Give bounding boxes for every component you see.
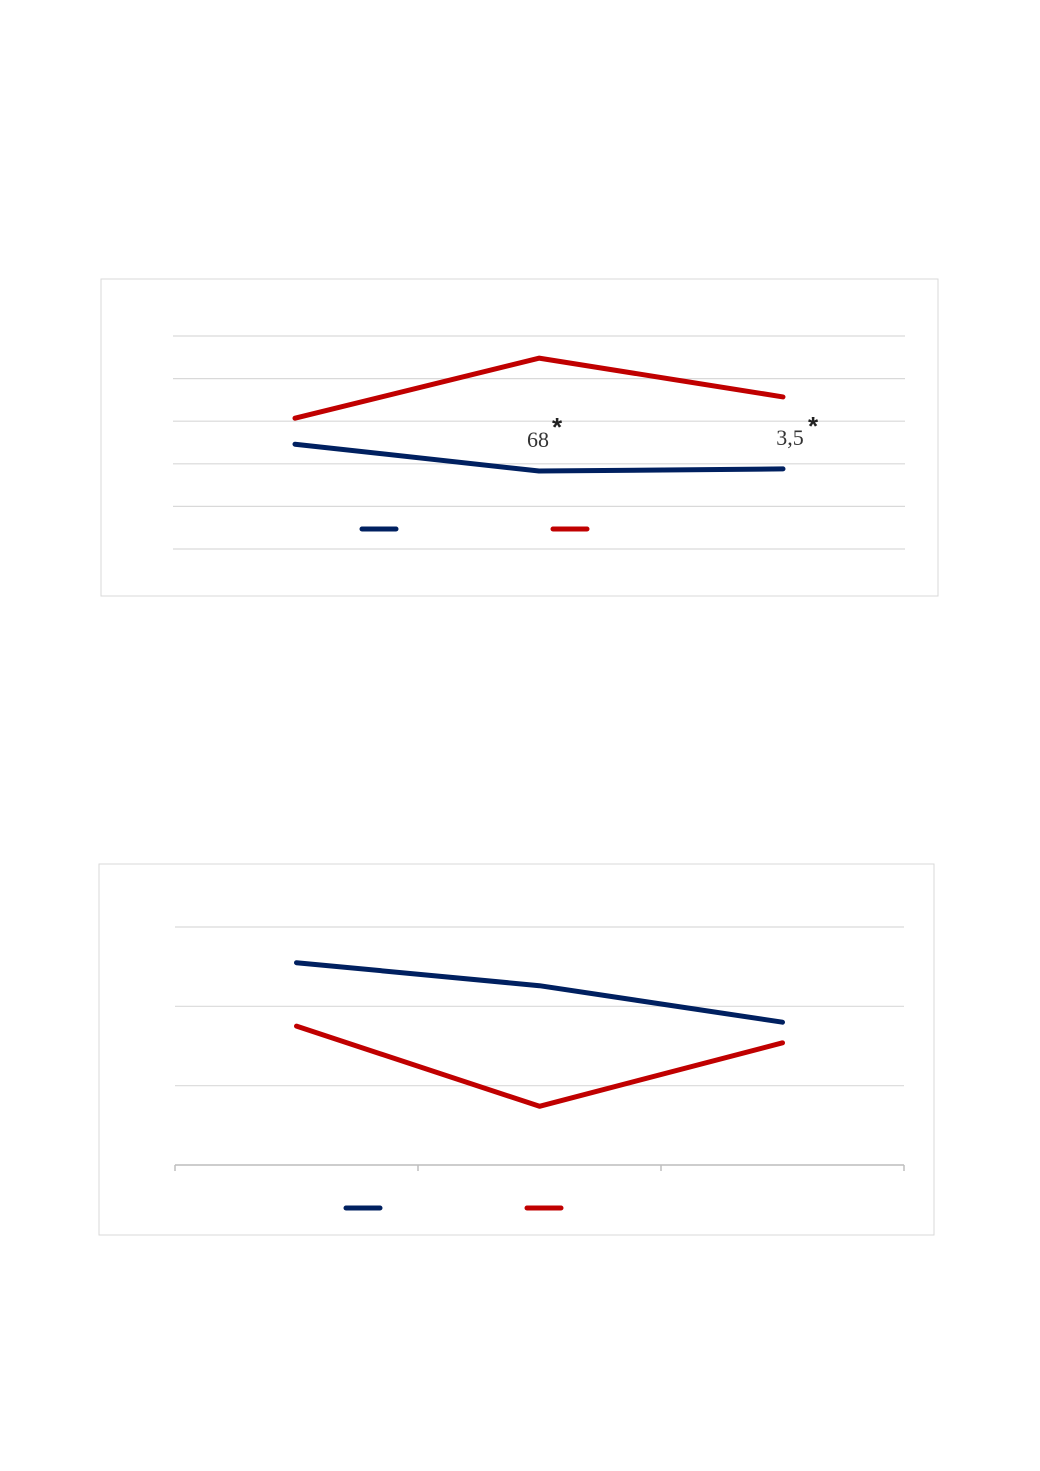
series-line — [294, 1023, 785, 1109]
series-line — [292, 441, 786, 474]
annotation: 3,5 — [776, 425, 804, 450]
series-line — [294, 960, 785, 1025]
chart-frame — [98, 863, 935, 1236]
series-line — [292, 355, 786, 421]
chart-frame — [100, 278, 939, 597]
annotation: 68 — [527, 427, 549, 452]
annotation: * — [552, 412, 563, 442]
annotation: * — [808, 411, 819, 441]
